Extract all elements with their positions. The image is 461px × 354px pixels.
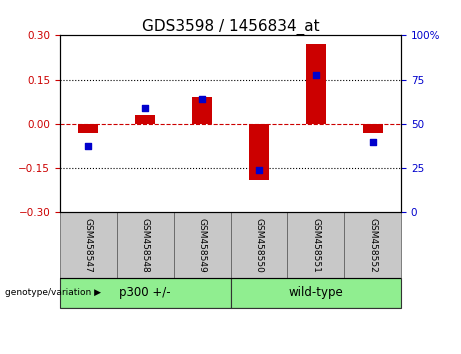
Bar <box>78 124 98 133</box>
Bar <box>135 115 155 124</box>
Text: GSM458550: GSM458550 <box>254 218 263 273</box>
Text: GSM458548: GSM458548 <box>141 218 150 273</box>
Text: GSM458552: GSM458552 <box>368 218 377 273</box>
Text: p300 +/-: p300 +/- <box>119 286 171 299</box>
Point <box>142 105 149 110</box>
Text: GSM458549: GSM458549 <box>198 218 207 273</box>
Text: wild-type: wild-type <box>289 286 343 299</box>
Point <box>198 96 206 102</box>
Text: GSM458551: GSM458551 <box>311 218 320 273</box>
Text: GSM458547: GSM458547 <box>84 218 93 273</box>
Text: genotype/variation ▶: genotype/variation ▶ <box>5 289 100 297</box>
Bar <box>306 44 326 124</box>
Bar <box>60 212 117 278</box>
Bar <box>249 124 269 180</box>
Point <box>369 139 376 144</box>
Bar <box>344 212 401 278</box>
Point <box>85 143 92 149</box>
Bar <box>117 212 174 278</box>
Title: GDS3598 / 1456834_at: GDS3598 / 1456834_at <box>142 19 319 35</box>
Bar <box>230 278 401 308</box>
Bar <box>287 212 344 278</box>
Point <box>312 72 319 78</box>
Bar <box>60 278 230 308</box>
Point <box>255 167 263 172</box>
Bar <box>230 212 287 278</box>
Bar <box>174 212 230 278</box>
Bar <box>363 124 383 133</box>
Bar <box>192 97 212 124</box>
